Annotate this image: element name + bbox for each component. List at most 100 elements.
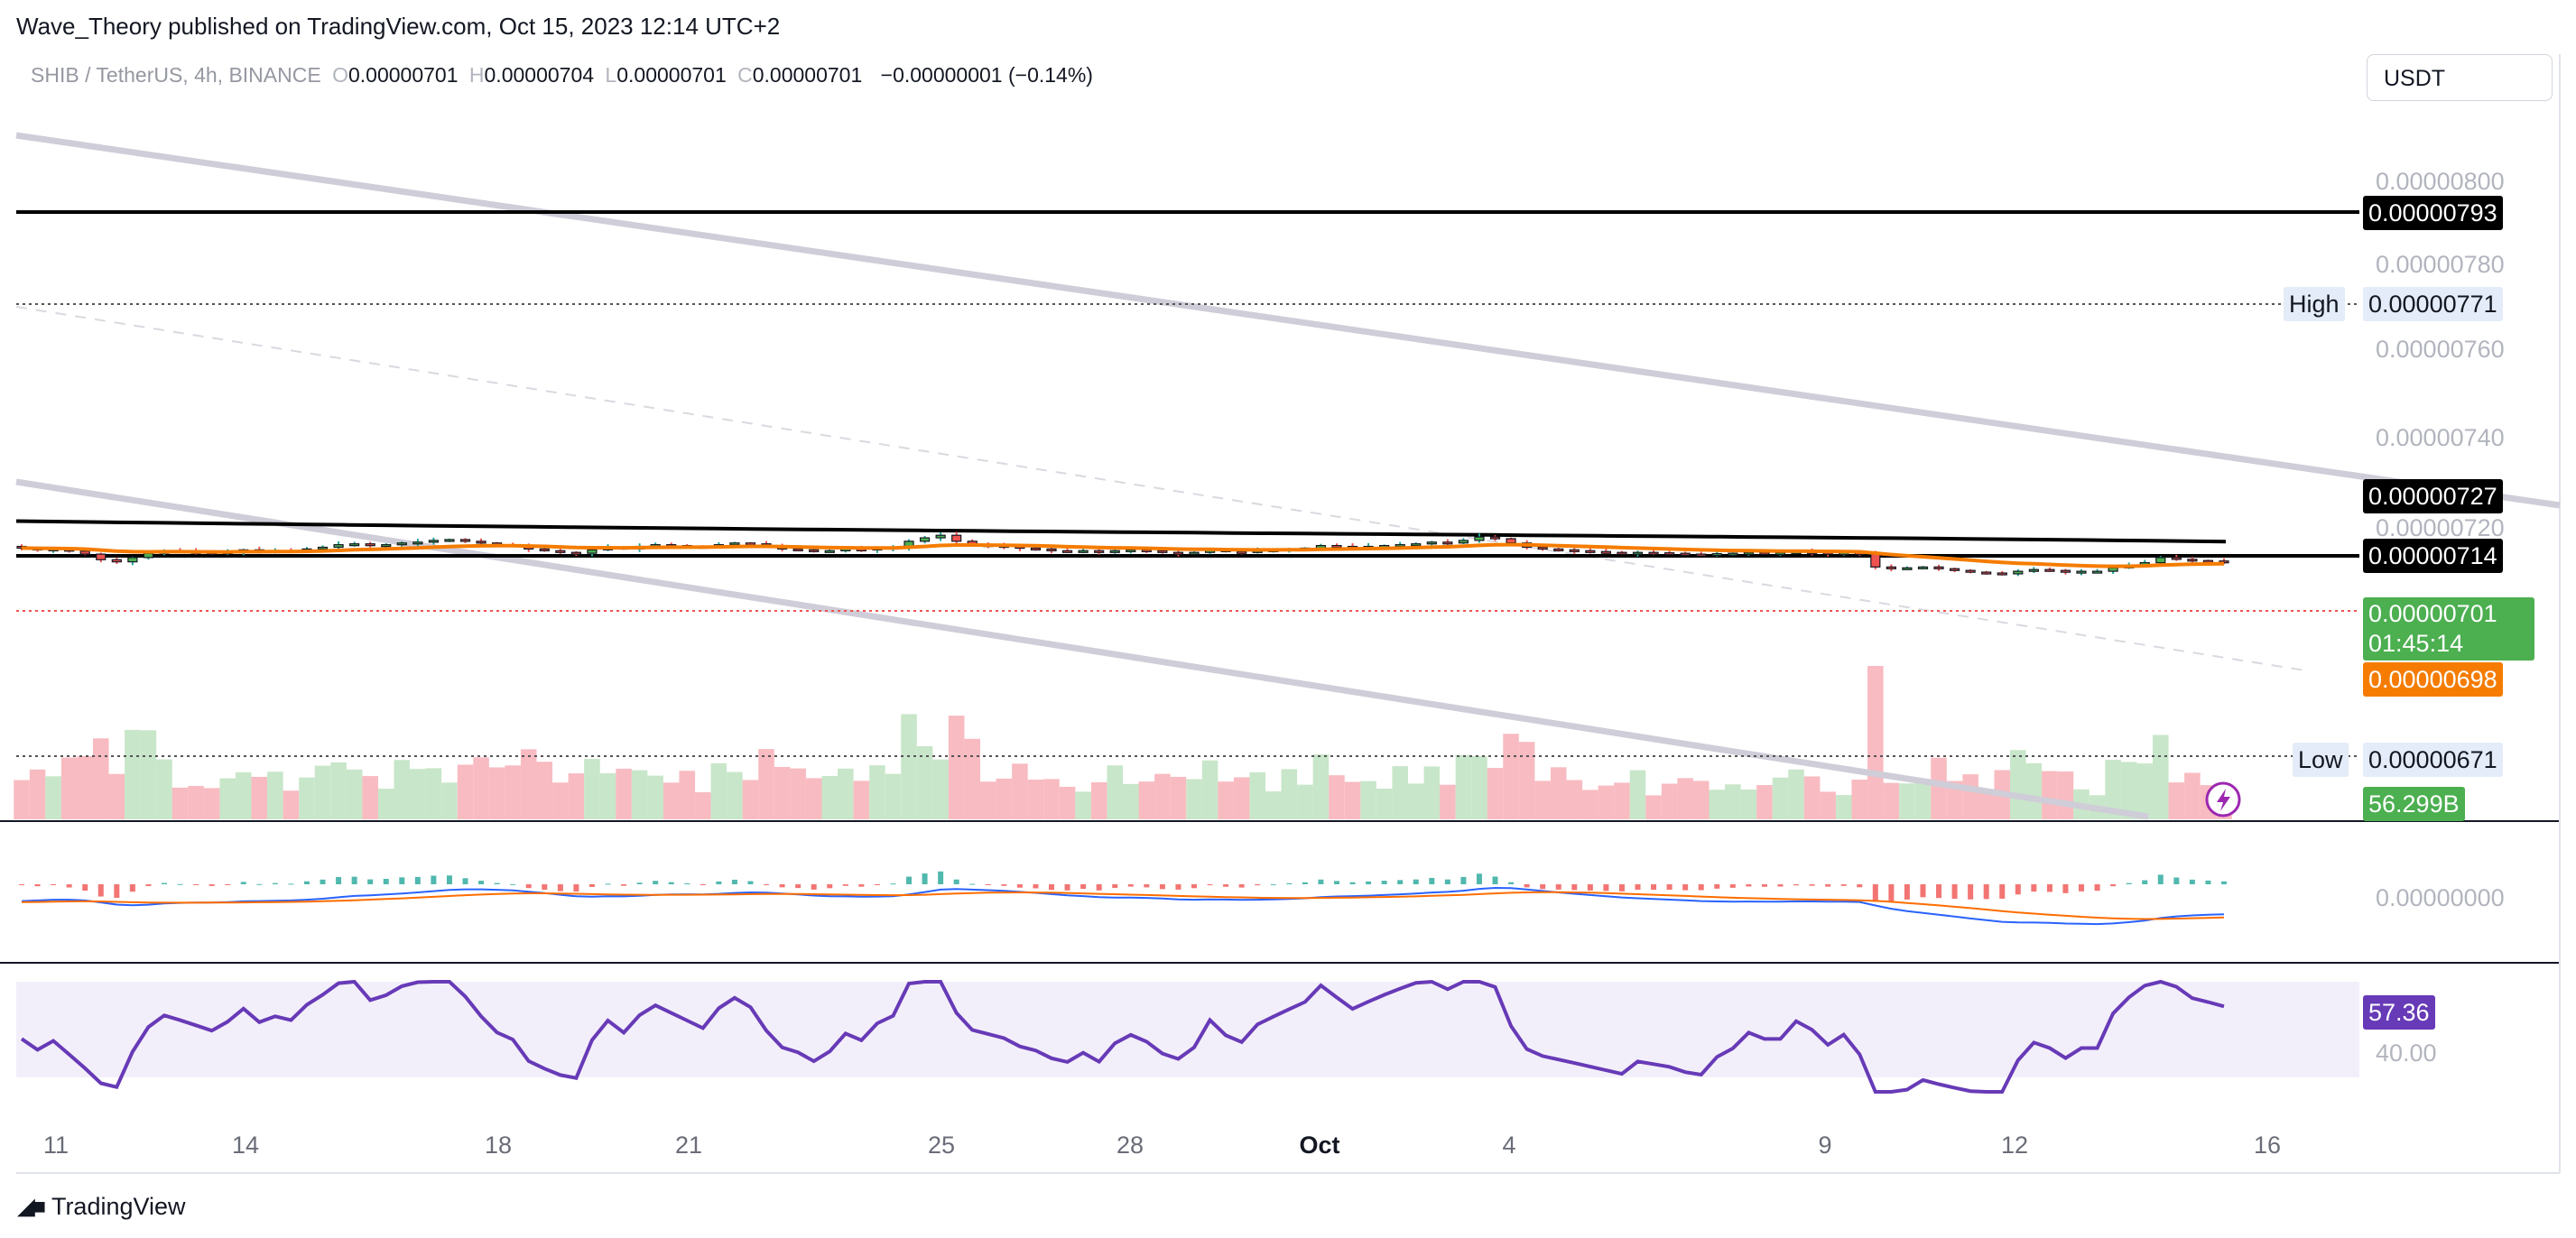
candle[interactable] [809,549,820,553]
high-value: 0.00000704 [484,63,595,87]
volume-bar [1344,781,1361,819]
candle[interactable] [2013,568,2024,577]
candle[interactable] [1458,538,1469,545]
candle[interactable] [2171,554,2182,561]
currency-button[interactable]: USDT [2367,54,2553,101]
tradingview-logo[interactable]: ◢■ TradingView [18,1193,186,1221]
candle[interactable] [1728,552,1738,556]
candle[interactable] [2091,568,2103,574]
candle[interactable] [1109,549,1120,554]
macd-bar [2031,884,2037,892]
candle[interactable] [1061,548,1073,553]
symbol-title[interactable]: SHIB / TetherUS, 4h, BINANCE [31,63,321,87]
macd-bar [1429,877,1435,884]
volume-bar [1201,760,1219,819]
macd-bar [1127,884,1134,887]
candle[interactable] [1933,564,1944,571]
channel-lower-line[interactable] [15,478,2149,820]
volume-bar [1582,790,1598,819]
candle[interactable] [1917,566,1929,569]
volume-bar [584,759,600,819]
candle[interactable] [1664,550,1675,556]
candle[interactable] [1442,539,1453,546]
candle[interactable] [412,539,423,547]
candle[interactable] [2044,567,2055,572]
price-tick-780: 0.00000780 [2376,251,2505,278]
candle[interactable] [2060,568,2071,575]
candle[interactable] [951,531,962,544]
candle[interactable] [1189,551,1200,555]
candle[interactable] [1617,550,1627,555]
price-tick-800: 0.00000800 [2376,168,2505,195]
candle[interactable] [2076,568,2087,576]
sma200-line[interactable] [15,519,2227,544]
volume-bar [1249,771,1265,819]
candle[interactable] [1711,550,1722,557]
candle[interactable] [1965,568,1976,574]
change-value: −0.00000001 (−0.14%) [880,63,1093,87]
volume-value-label: 56.299B [2363,787,2465,821]
candle[interactable] [1949,568,1960,573]
candle[interactable] [1997,570,2007,576]
candle[interactable] [96,552,107,563]
ema50-line[interactable] [21,542,2225,568]
candle[interactable] [1632,550,1644,557]
candle[interactable] [349,541,360,547]
high-label: H [468,63,485,87]
candle[interactable] [444,538,455,542]
macd-bar [1191,884,1197,889]
volume-bar [92,738,109,819]
candle[interactable] [2028,567,2039,574]
volume-bar [1218,781,1234,819]
candle[interactable] [476,538,486,545]
candle[interactable] [2187,557,2198,563]
volume-bar [885,773,902,819]
candle[interactable] [1030,547,1042,551]
candle[interactable] [1680,551,1691,556]
candle[interactable] [919,535,931,544]
candle[interactable] [428,537,440,545]
candle[interactable] [824,549,835,553]
macd-bar [1080,884,1087,890]
candle[interactable] [459,538,471,543]
close-label: C [737,63,753,87]
volume-bar [1075,791,1091,819]
candle[interactable] [1696,551,1707,557]
candle[interactable] [1569,547,1580,554]
channel-upper-line[interactable] [15,132,2561,509]
macd-bar [1983,884,1989,900]
macd-bar [1872,884,1878,902]
candle[interactable] [1474,533,1485,543]
candle[interactable] [1648,550,1659,556]
volume-bar [251,776,268,819]
candle[interactable] [1553,548,1564,552]
candle[interactable] [1331,543,1342,549]
candle[interactable] [111,557,122,564]
candle[interactable] [1886,564,1896,572]
macd-bar [66,884,72,888]
macd-bar [320,879,326,884]
candle[interactable] [365,541,375,548]
candle[interactable] [1600,548,1611,555]
candle[interactable] [1585,547,1596,554]
candle[interactable] [935,532,946,541]
candle[interactable] [2155,556,2166,564]
candle[interactable] [1411,541,1422,547]
volume-bar [1059,786,1076,819]
candle[interactable] [570,550,581,557]
volume-bar [663,782,680,819]
candle[interactable] [1172,550,1184,557]
candle[interactable] [2219,558,2229,565]
candle[interactable] [333,540,344,550]
candle[interactable] [396,541,407,548]
macd-bar [731,879,737,884]
channel-mid-line[interactable] [15,306,2312,672]
candle[interactable] [1078,548,1089,554]
macd-bar [938,871,944,884]
macd-bar [525,884,532,889]
candle[interactable] [1489,535,1501,541]
candle[interactable] [1902,566,1913,570]
candle[interactable] [1981,570,1992,575]
candle[interactable] [127,556,138,566]
